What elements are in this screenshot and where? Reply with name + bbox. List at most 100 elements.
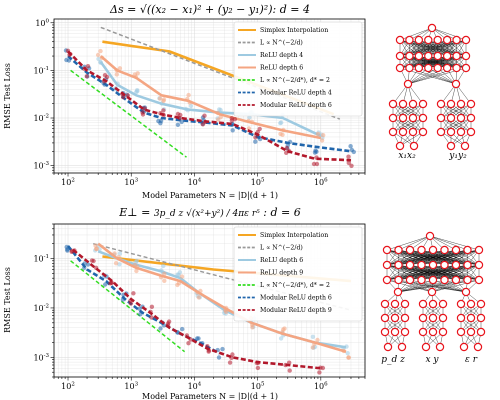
legend-frame — [233, 21, 363, 117]
data-point — [188, 337, 193, 342]
legend-label: ReLU depth 6 — [260, 65, 303, 72]
neuron-node — [405, 63, 414, 73]
data-point — [84, 74, 90, 79]
data-point — [255, 129, 260, 135]
neuron-node — [417, 245, 426, 255]
data-point — [135, 71, 140, 76]
data-point — [82, 261, 87, 266]
data-point — [93, 243, 98, 248]
data-point — [318, 365, 323, 370]
network-diagram-bottom — [380, 231, 486, 352]
data-point — [102, 73, 108, 78]
panel-bottom-legend: Simplex Interpolation L ∝ N^(−2/d) ReLU de… — [233, 226, 363, 322]
network-edge — [386, 249, 422, 266]
panel-bottom-title-prefix: E⊥ = — [118, 206, 154, 219]
panel-bottom-ticks: 102 103 104 105 106 10-3 10-2 10-1 — [33, 223, 366, 392]
legend-label: ReLU depth 6 — [260, 257, 303, 264]
network-edge — [440, 103, 472, 119]
neuron-node — [414, 35, 424, 45]
data-point — [215, 110, 221, 116]
neuron-node — [466, 327, 476, 337]
data-point — [135, 264, 140, 270]
series-line-4 — [70, 69, 187, 158]
data-point — [184, 333, 190, 338]
neuron-node — [466, 313, 476, 323]
data-point — [125, 93, 131, 98]
neuron-node — [452, 63, 461, 73]
network-edge — [386, 264, 422, 281]
x-tick-label: 104 — [188, 178, 202, 188]
neuron-node — [398, 99, 408, 109]
neuron-node — [451, 260, 461, 270]
legend-label: L ∝ N^(−2/d*), d* = 2 — [260, 77, 330, 84]
data-point — [281, 327, 286, 332]
neuron-node — [436, 113, 446, 123]
data-point — [158, 275, 164, 280]
data-point — [91, 258, 96, 264]
neuron-node — [405, 275, 415, 285]
data-point — [229, 355, 234, 360]
neuron-node — [461, 287, 471, 297]
network-edge — [386, 264, 411, 281]
data-point — [227, 360, 233, 365]
data-point — [287, 139, 293, 145]
legend-label: Simplex Interpolation — [260, 27, 328, 34]
neuron-node — [473, 342, 483, 352]
input-label-er: ε r — [465, 355, 478, 365]
network-top-input-labels: x₁x₂ y₁y₂ — [398, 151, 467, 161]
data-point — [103, 282, 108, 287]
neuron-node — [414, 63, 424, 73]
data-point — [149, 315, 154, 320]
neuron-node — [436, 99, 446, 109]
neuron-node — [461, 51, 471, 61]
network-edge — [386, 249, 434, 266]
network-edge — [392, 103, 424, 119]
data-point — [217, 107, 222, 112]
neuron-node — [380, 299, 390, 309]
neuron-node — [427, 23, 437, 33]
data-point — [179, 274, 185, 279]
neuron-node — [463, 260, 472, 270]
data-point — [345, 351, 350, 356]
x-tick-label: 106 — [314, 382, 328, 392]
data-point — [230, 352, 235, 357]
neuron-node — [438, 313, 448, 323]
data-point — [158, 326, 163, 331]
legend-label: Modular ReLU depth 9 — [260, 307, 332, 314]
series-line-4 — [70, 260, 186, 353]
data-point — [344, 344, 349, 349]
y-tick-label: 10-2 — [33, 303, 49, 313]
neuron-node — [395, 63, 405, 73]
data-point — [279, 120, 284, 125]
legend-label: ReLU depth 4 — [260, 52, 303, 59]
x-tick-label: 105 — [251, 178, 265, 188]
data-point — [253, 135, 258, 140]
network-edge — [432, 264, 480, 281]
neuron-node — [461, 35, 471, 45]
panel-top-ticks: 102 103 104 105 106 10-3 10-2 10-1 100 — [33, 18, 366, 188]
data-point — [283, 362, 288, 368]
data-point — [229, 116, 234, 121]
network-edge — [399, 55, 429, 69]
network-edge — [399, 131, 424, 147]
network-edge — [399, 27, 433, 41]
neuron-node — [476, 299, 486, 309]
input-label-pdz: p_d z — [381, 355, 405, 365]
data-point — [98, 48, 103, 54]
panel-bottom-title-suffix: : d = 6 — [263, 206, 300, 219]
data-point — [162, 271, 167, 276]
data-point — [346, 355, 351, 360]
neuron-node — [442, 63, 452, 73]
data-point — [180, 326, 185, 332]
data-point — [138, 312, 143, 317]
data-point — [120, 297, 126, 302]
neuron-node — [428, 299, 438, 309]
neuron-node — [417, 275, 426, 285]
data-point — [128, 301, 134, 306]
data-point — [85, 262, 91, 267]
neuron-node — [397, 342, 407, 352]
y-tick-label: 10-3 — [33, 353, 49, 363]
legend-label: L ∝ N^(−2/d) — [260, 40, 303, 47]
neuron-node — [400, 299, 410, 309]
